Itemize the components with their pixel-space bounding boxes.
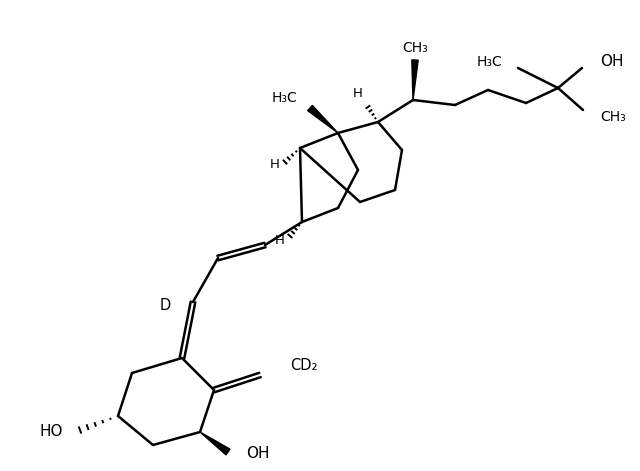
Text: CH₃: CH₃ [600,110,626,124]
Polygon shape [200,432,230,455]
Text: H: H [353,87,363,100]
Polygon shape [412,60,418,100]
Text: H: H [275,234,285,246]
Text: H₃C: H₃C [476,55,502,69]
Text: H: H [270,159,280,171]
Text: OH: OH [246,446,269,461]
Polygon shape [308,106,338,133]
Text: OH: OH [600,55,623,70]
Text: D: D [159,299,171,314]
Text: CD₂: CD₂ [290,357,317,373]
Text: HO: HO [40,424,63,439]
Text: H₃C: H₃C [271,91,297,105]
Text: CH₃: CH₃ [402,41,428,55]
